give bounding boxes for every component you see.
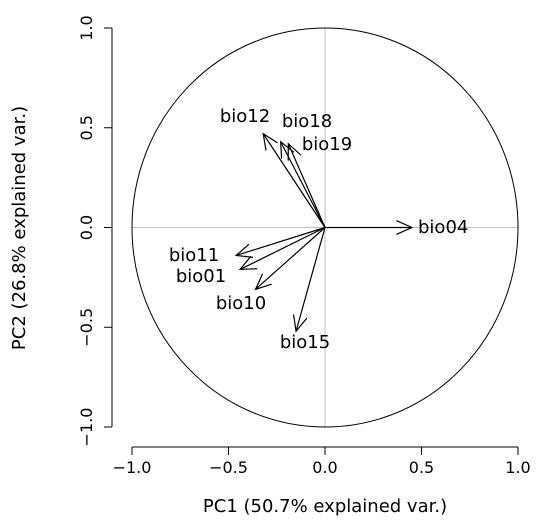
x-tick-label: 0.5 [409,458,434,477]
arrowhead-bio01 [238,255,258,271]
arrowhead-bio11 [234,243,254,258]
arrowhead-bio10 [254,273,272,291]
correlation-circle-layer [131,27,519,428]
loading-arrow-bio12 [262,133,326,228]
x-tick-label: 1.0 [505,458,530,477]
loading-label-bio10: bio10 [216,293,266,314]
loading-arrow-bio11 [236,226,326,257]
x-tick-label: −0.5 [209,458,248,477]
loading-label-bio12: bio12 [220,106,270,127]
x-tick-label: 0.0 [312,458,337,477]
y-tick-label: 0.0 [77,215,96,240]
loading-label-bio11: bio11 [169,245,219,266]
y-tick-label: 0.5 [77,115,96,140]
loading-label-bio04: bio04 [418,217,468,238]
axes: −1.0 −0.5 0.0 0.5 1.0 −1.0 −0.5 0.0 0.5 1.0 [77,15,531,477]
loading-arrows [234,132,414,333]
loading-label-bio01: bio01 [176,266,226,287]
arrowhead-bio19 [287,142,302,161]
loading-arrow-bio10 [255,227,326,290]
loading-label-bio18: bio18 [282,111,332,132]
y-tick-label: 1.0 [77,15,96,40]
y-tick-label: −1.0 [77,408,96,447]
x-axis-title: PC1 (50.7% explained var.) [203,496,447,517]
arrowhead-bio18 [279,140,295,159]
y-axis-title: PC2 (26.8% explained var.) [9,106,30,350]
correlation-circle [131,27,519,428]
x-tick-label: −1.0 [113,458,152,477]
arrowhead-bio15 [292,314,308,333]
arrowhead-bio04 [396,220,414,235]
arrowhead-bio12 [262,132,278,151]
loading-label-bio15: bio15 [280,332,330,353]
y-tick-label: −0.5 [77,308,96,347]
loading-arrow-bio19 [287,143,326,228]
loading-label-bio19: bio19 [302,134,352,155]
loading-arrow-bio01 [239,226,326,270]
loading-arrow-bio15 [295,227,326,332]
